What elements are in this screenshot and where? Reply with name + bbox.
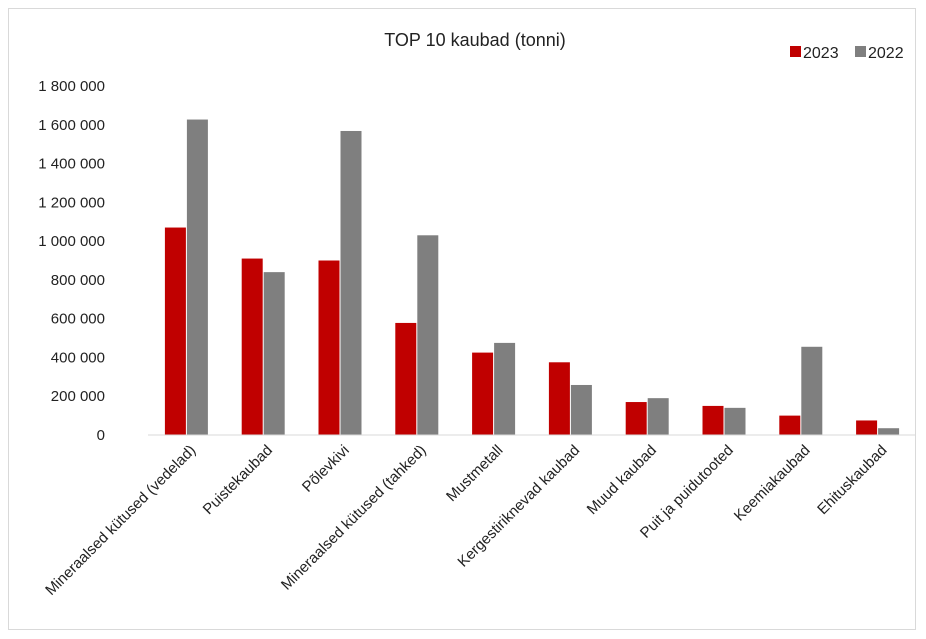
x-tick-label: Põlevkivi xyxy=(299,442,353,496)
bar-2022-8 xyxy=(724,407,746,435)
bar-2022-5 xyxy=(494,342,516,435)
bar-2022-7 xyxy=(647,398,669,435)
x-tick-label: Mustmetall xyxy=(443,442,506,505)
bar-2023-1 xyxy=(164,227,186,435)
y-tick-label: 1 200 000 xyxy=(38,194,105,211)
y-tick-label: 0 xyxy=(97,427,105,444)
bar-2023-7 xyxy=(625,402,647,435)
bar-2022-6 xyxy=(570,384,592,435)
y-tick-label: 1 400 000 xyxy=(38,156,105,173)
bar-2023-2 xyxy=(241,258,263,435)
bar-2022-3 xyxy=(340,130,362,435)
y-tick-label: 800 000 xyxy=(51,272,105,289)
bar-2022-2 xyxy=(263,272,285,435)
y-tick-label: 1 000 000 xyxy=(38,233,105,250)
bar-2023-9 xyxy=(779,415,801,435)
legend-label-2023: 2023 xyxy=(803,45,839,62)
x-tick-label: Puistekaubad xyxy=(200,442,276,518)
y-tick-label: 1 800 000 xyxy=(38,78,105,95)
bar-2022-10 xyxy=(878,428,900,435)
y-tick-label: 200 000 xyxy=(51,388,105,405)
x-axis: Mineraalsed kütused (vedelad) Puistekauba… xyxy=(42,442,890,599)
bar-2023-6 xyxy=(548,362,570,435)
x-tick-label: Mineraalsed kütused (vedelad) xyxy=(42,442,199,599)
bar-2023-3 xyxy=(318,260,340,435)
bar-2022-1 xyxy=(186,119,208,435)
y-tick-label: 600 000 xyxy=(51,311,105,328)
bar-2023-8 xyxy=(702,405,724,435)
bar-2023-4 xyxy=(395,322,417,435)
bar-2022-4 xyxy=(417,235,439,435)
y-axis: 0 200 000 400 000 600 000 800 000 1 000 000 1 … xyxy=(38,78,105,444)
legend-swatch-2022 xyxy=(855,46,866,57)
chart-frame xyxy=(8,8,916,630)
x-tick-label: Mineraalsed kütused (tahked) xyxy=(278,442,430,594)
legend-label-2022: 2022 xyxy=(868,45,904,62)
legend: 2023 2022 xyxy=(790,45,904,62)
y-tick-label: 1 600 000 xyxy=(38,117,105,134)
y-tick-label: 400 000 xyxy=(51,349,105,366)
bar-2023-5 xyxy=(472,352,494,435)
x-tick-label: Ehituskaubad xyxy=(814,442,890,518)
bar-2022-9 xyxy=(801,346,823,435)
x-tick-label: Keemiakaubad xyxy=(731,442,814,525)
x-tick-label: Muud kaubad xyxy=(584,442,660,518)
chart-title: TOP 10 kaubad (tonni) xyxy=(384,30,565,50)
bars xyxy=(164,119,900,435)
bar-2023-10 xyxy=(856,420,878,435)
legend-swatch-2023 xyxy=(790,46,801,57)
